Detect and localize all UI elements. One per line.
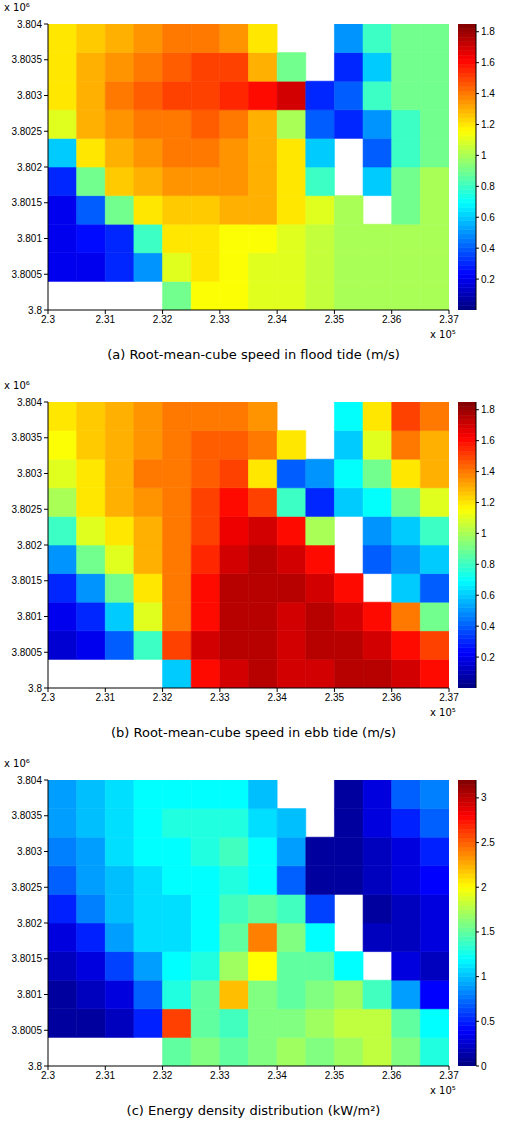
svg-text:1.6: 1.6 xyxy=(481,435,495,446)
svg-text:2.36: 2.36 xyxy=(382,1070,402,1081)
svg-text:1.4: 1.4 xyxy=(481,88,495,99)
svg-text:1.8: 1.8 xyxy=(481,404,495,415)
html-text:x 10⁶: x 10⁶ xyxy=(4,380,30,391)
svg-text:2.34: 2.34 xyxy=(267,1070,287,1081)
svg-text:1.4: 1.4 xyxy=(481,466,495,477)
svg-text:0.8: 0.8 xyxy=(481,181,495,192)
svg-text:2.3: 2.3 xyxy=(41,314,55,325)
svg-text:2.5: 2.5 xyxy=(481,837,495,848)
svg-text:3: 3 xyxy=(481,792,487,803)
svg-text:3.802: 3.802 xyxy=(17,162,42,173)
svg-text:3.803: 3.803 xyxy=(17,846,42,857)
svg-text:2.3: 2.3 xyxy=(41,692,55,703)
svg-text:2: 2 xyxy=(481,882,487,893)
svg-text:0.4: 0.4 xyxy=(481,621,495,632)
svg-text:3.8025: 3.8025 xyxy=(11,882,42,893)
svg-text:0.8: 0.8 xyxy=(481,559,495,570)
svg-text:1: 1 xyxy=(481,971,487,982)
html-text:x 10⁵: x 10⁵ xyxy=(430,329,456,340)
svg-text:2.35: 2.35 xyxy=(325,1070,345,1081)
svg-text:3.8005: 3.8005 xyxy=(11,269,42,280)
svg-text:3.8: 3.8 xyxy=(28,1061,42,1072)
svg-text:3.804: 3.804 xyxy=(17,397,42,408)
html-text:x 10⁶: x 10⁶ xyxy=(4,758,30,769)
svg-text:1: 1 xyxy=(481,150,487,161)
svg-text:3.801: 3.801 xyxy=(17,233,42,244)
svg-text:0.2: 0.2 xyxy=(481,274,495,285)
svg-text:2.32: 2.32 xyxy=(153,1070,173,1081)
svg-text:1.6: 1.6 xyxy=(481,57,495,68)
svg-text:1.5: 1.5 xyxy=(481,926,495,937)
html-text:(b) Root-mean-cube speed in eb: (b) Root-mean-cube speed in ebb tide (m/… xyxy=(111,725,396,740)
html-text:(c) Energy density distributio: (c) Energy density distribution (kW/m²) xyxy=(126,1103,381,1118)
svg-text:2.37: 2.37 xyxy=(439,314,459,325)
svg-text:3.8015: 3.8015 xyxy=(11,953,42,964)
svg-text:2.31: 2.31 xyxy=(96,314,116,325)
svg-text:2.33: 2.33 xyxy=(210,314,230,325)
svg-text:3.801: 3.801 xyxy=(17,611,42,622)
svg-text:0.6: 0.6 xyxy=(481,212,495,223)
svg-text:2.37: 2.37 xyxy=(439,1070,459,1081)
svg-text:2.35: 2.35 xyxy=(325,692,345,703)
html-text:x 10⁵: x 10⁵ xyxy=(430,707,456,718)
svg-text:2.32: 2.32 xyxy=(153,314,173,325)
svg-text:3.8015: 3.8015 xyxy=(11,197,42,208)
svg-text:2.34: 2.34 xyxy=(267,692,287,703)
svg-text:2.3: 2.3 xyxy=(41,1070,55,1081)
svg-text:2.35: 2.35 xyxy=(325,314,345,325)
svg-text:3.803: 3.803 xyxy=(17,90,42,101)
svg-text:3.8035: 3.8035 xyxy=(11,54,42,65)
svg-text:3.8015: 3.8015 xyxy=(11,575,42,586)
svg-text:1.2: 1.2 xyxy=(481,497,495,508)
svg-text:3.8005: 3.8005 xyxy=(11,1025,42,1036)
svg-text:3.802: 3.802 xyxy=(17,918,42,929)
svg-text:0.2: 0.2 xyxy=(481,652,495,663)
svg-text:2.37: 2.37 xyxy=(439,692,459,703)
svg-text:2.33: 2.33 xyxy=(210,692,230,703)
svg-text:2.31: 2.31 xyxy=(96,1070,116,1081)
svg-text:3.802: 3.802 xyxy=(17,540,42,551)
svg-text:1.2: 1.2 xyxy=(481,119,495,130)
svg-text:3.8035: 3.8035 xyxy=(11,810,42,821)
html-text:x 10⁵: x 10⁵ xyxy=(430,1085,456,1096)
svg-text:3.801: 3.801 xyxy=(17,989,42,1000)
svg-text:1.8: 1.8 xyxy=(481,26,495,37)
svg-text:2.33: 2.33 xyxy=(210,1070,230,1081)
svg-text:3.804: 3.804 xyxy=(17,19,42,30)
svg-text:3.804: 3.804 xyxy=(17,775,42,786)
svg-text:3.8: 3.8 xyxy=(28,683,42,694)
svg-text:2.36: 2.36 xyxy=(382,314,402,325)
svg-text:0.6: 0.6 xyxy=(481,590,495,601)
svg-text:2.34: 2.34 xyxy=(267,314,287,325)
svg-text:3.8025: 3.8025 xyxy=(11,504,42,515)
svg-text:3.8025: 3.8025 xyxy=(11,126,42,137)
svg-text:1: 1 xyxy=(481,528,487,539)
svg-text:3.8005: 3.8005 xyxy=(11,647,42,658)
svg-text:0.4: 0.4 xyxy=(481,243,495,254)
svg-text:3.803: 3.803 xyxy=(17,468,42,479)
svg-text:2.31: 2.31 xyxy=(96,692,116,703)
svg-text:3.8: 3.8 xyxy=(28,305,42,316)
html-text:x 10⁶: x 10⁶ xyxy=(4,2,30,13)
svg-text:2.36: 2.36 xyxy=(382,692,402,703)
svg-text:2.32: 2.32 xyxy=(153,692,173,703)
svg-text:3.8035: 3.8035 xyxy=(11,432,42,443)
svg-text:0.5: 0.5 xyxy=(481,1016,495,1027)
html-text:(a) Root-mean-cube speed in fl: (a) Root-mean-cube speed in flood tide (… xyxy=(107,347,400,362)
svg-text:0: 0 xyxy=(481,1061,487,1072)
